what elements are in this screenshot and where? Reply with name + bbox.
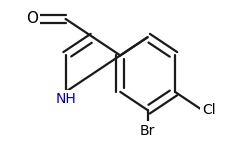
Text: NH: NH <box>55 92 76 106</box>
Text: Cl: Cl <box>202 103 216 117</box>
Text: O: O <box>26 11 38 26</box>
Text: NH: NH <box>55 92 76 106</box>
Text: O: O <box>26 11 38 26</box>
Text: Br: Br <box>140 123 155 137</box>
Text: Cl: Cl <box>202 103 216 117</box>
Text: Br: Br <box>140 123 155 137</box>
